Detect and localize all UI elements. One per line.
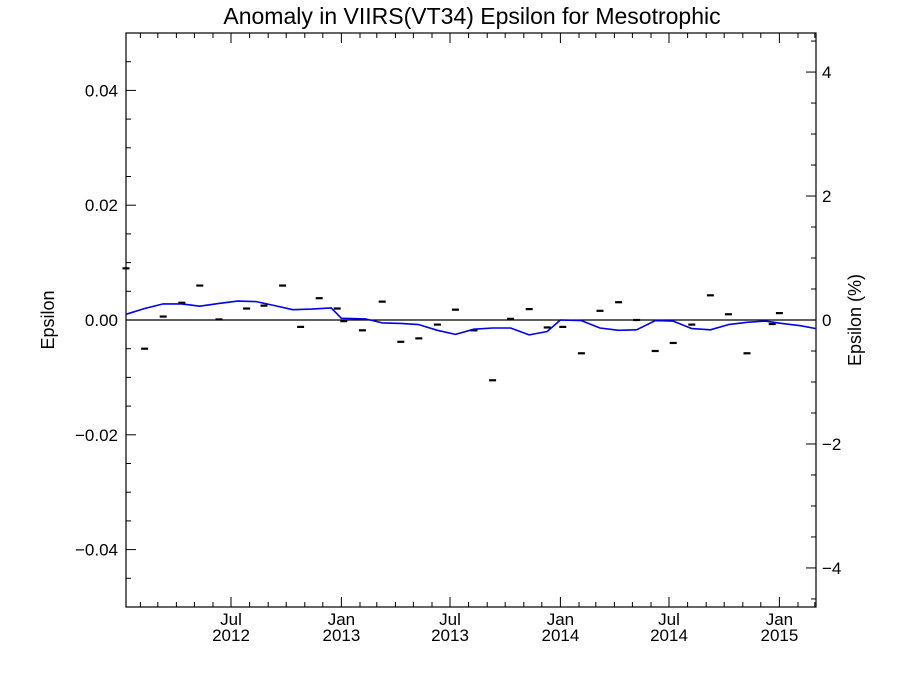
x-tick-label-month: Jul	[658, 610, 680, 629]
y2-tick-label: 0	[822, 311, 831, 330]
x-tick-label-year: 2013	[322, 626, 360, 645]
x-tick-label-month: Jul	[220, 610, 242, 629]
y2-tick-label: −2	[822, 435, 841, 454]
chart-title: Anomaly in VIIRS(VT34) Epsilon for Mesot…	[223, 3, 720, 29]
anomaly-trend-line	[125, 300, 817, 336]
y2-tick-label: 4	[822, 63, 831, 82]
x-tick-label-year: 2014	[650, 626, 688, 645]
y-tick-label: 0.00	[85, 311, 118, 330]
y-axis-label: Epsilon	[38, 290, 58, 349]
x-tick-label-month: Jul	[439, 610, 461, 629]
x-tick-label-year: 2013	[431, 626, 469, 645]
y2-tick-label: 2	[822, 187, 831, 206]
y-tick-label: −0.04	[75, 541, 118, 560]
y-tick-label: 0.04	[85, 81, 118, 100]
x-tick-label-month: Jan	[547, 610, 574, 629]
tick-labels: −0.04−0.020.000.020.04−4−2024Jul2012Jan2…	[75, 63, 841, 645]
x-tick-label-month: Jan	[328, 610, 355, 629]
x-tick-label-year: 2015	[760, 626, 798, 645]
x-tick-label-year: 2012	[212, 626, 250, 645]
y-tick-label: 0.02	[85, 196, 118, 215]
x-tick-label-month: Jan	[766, 610, 793, 629]
x-tick-label-year: 2014	[541, 626, 579, 645]
y-tick-label: −0.02	[75, 426, 118, 445]
y2-tick-label: −4	[822, 559, 841, 578]
plot-marks	[122, 267, 817, 382]
right-y-axis-label: Epsilon (%)	[845, 274, 865, 366]
